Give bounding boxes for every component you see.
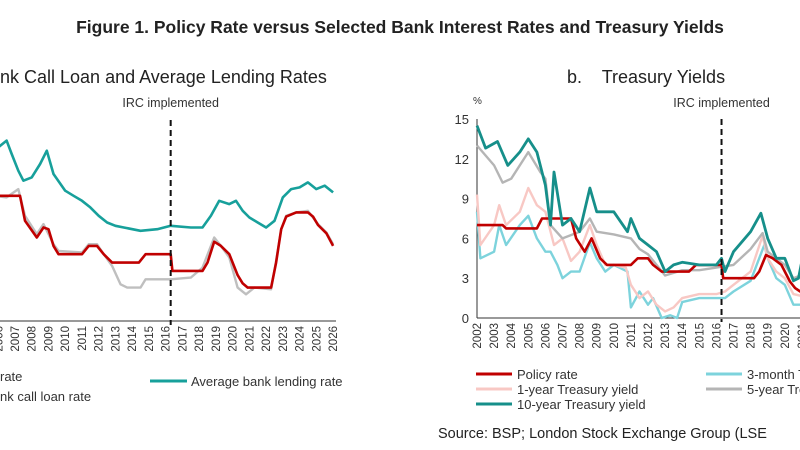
- x-tick-label: 2020: [780, 323, 792, 349]
- x-tick-label: 2013: [660, 323, 672, 349]
- series-line-t10y: [475, 125, 800, 283]
- x-tick-label: 2018: [194, 326, 206, 352]
- x-tick-label: 2020: [228, 326, 240, 352]
- y-tick-label: 9: [462, 192, 469, 207]
- panel-b-title: b. Treasury Yields: [567, 67, 726, 87]
- x-tick-label: 2009: [43, 326, 55, 352]
- x-tick-label: 2007: [558, 323, 570, 349]
- x-tick-label: 2026: [328, 326, 340, 352]
- x-tick-label: 2010: [60, 326, 72, 352]
- x-tick-label: 2021: [244, 326, 256, 352]
- series-line-lending: [0, 139, 334, 233]
- x-tick-label: 2005: [523, 323, 535, 349]
- series-line-callloan: [0, 187, 335, 296]
- y-tick-label: 15: [455, 112, 469, 127]
- x-tick-label: 2015: [144, 326, 156, 352]
- legend-label-callloan: nk call loan rate: [0, 389, 91, 404]
- legend-label-t3m: 3-month T: [747, 367, 800, 382]
- legend-panel-a: rate nk call loan rate Average bank lendin…: [0, 369, 343, 404]
- x-tick-label: 2014: [127, 325, 139, 351]
- x-tick-label: 2013: [110, 326, 122, 352]
- x-tick-label: 2010: [609, 323, 621, 349]
- y-tick-label: 0: [462, 311, 469, 326]
- y-tick-label: 12: [455, 152, 469, 167]
- y-unit-label: %: [473, 96, 482, 107]
- legend-label-t10y: 10-year Treasury yield: [517, 397, 646, 412]
- x-tick-label: 2023: [278, 326, 290, 352]
- x-tick-label: 2002: [472, 323, 484, 349]
- series-line-t1y: [475, 186, 800, 313]
- x-tick-label: 2012: [94, 326, 106, 352]
- x-tick-label: 2019: [211, 326, 223, 352]
- y-tick-label: 6: [462, 231, 469, 246]
- x-tick-label: 2006: [0, 326, 5, 352]
- panel-a-title: nk Call Loan and Average Lending Rates: [0, 67, 327, 87]
- source-note: Source: BSP; London Stock Exchange Group…: [438, 426, 767, 442]
- x-tick-label: 2016: [711, 323, 723, 349]
- x-tick-label: 2015: [694, 323, 706, 349]
- x-tick-label: 2025: [311, 326, 323, 352]
- irc-annotation-label: IRC implemented: [122, 96, 219, 110]
- x-tick-label: 2011: [626, 323, 638, 348]
- x-tick-label: 2017: [729, 323, 741, 349]
- x-tick-label: 2024: [295, 325, 307, 351]
- x-tick-label: 2018: [746, 323, 758, 349]
- x-tick-label: 2011: [77, 326, 89, 351]
- irc-annotation-label: IRC implemented: [673, 96, 770, 110]
- x-tick-label: 2009: [592, 323, 604, 349]
- x-tick-label: 2008: [575, 323, 587, 349]
- series-line-t5y: [476, 144, 800, 280]
- x-tick-label: 2016: [161, 326, 173, 352]
- x-tick-label: 2004: [506, 322, 518, 348]
- series-line-policy: [0, 194, 335, 289]
- legend-label-policy: Policy rate: [517, 367, 578, 382]
- panel-a: 2006 2007 2008 2009 2010 2011 2012 2013 2014 2015…: [0, 96, 340, 352]
- x-tick-label: 2006: [540, 323, 552, 349]
- x-tick-label: 2007: [10, 326, 22, 352]
- x-tick-label: 2017: [177, 326, 189, 352]
- x-tick-label: 2019: [763, 323, 775, 349]
- legend-label-t5y: 5-year Tre: [747, 382, 800, 397]
- x-tick-label: 2003: [489, 323, 501, 349]
- y-tick-label: 3: [462, 271, 469, 286]
- panel-b: 0 3 6 9 12 15% 2002 2003 2004 2005 2006 2007 2008 200…: [455, 96, 800, 349]
- legend-label-t1y: 1-year Treasury yield: [517, 382, 638, 397]
- x-tick-label: 2021: [797, 323, 800, 349]
- legend-label-policy: rate: [0, 369, 22, 384]
- legend-label-lending: Average bank lending rate: [191, 374, 343, 389]
- series-line-t3m: [475, 211, 800, 320]
- figure-title: Figure 1. Policy Rate versus Selected Ba…: [76, 17, 724, 37]
- x-tick-label: 2014: [677, 322, 689, 348]
- x-tick-label: 2008: [27, 326, 39, 352]
- x-tick-label: 2022: [261, 326, 273, 352]
- x-tick-label: 2012: [643, 323, 655, 349]
